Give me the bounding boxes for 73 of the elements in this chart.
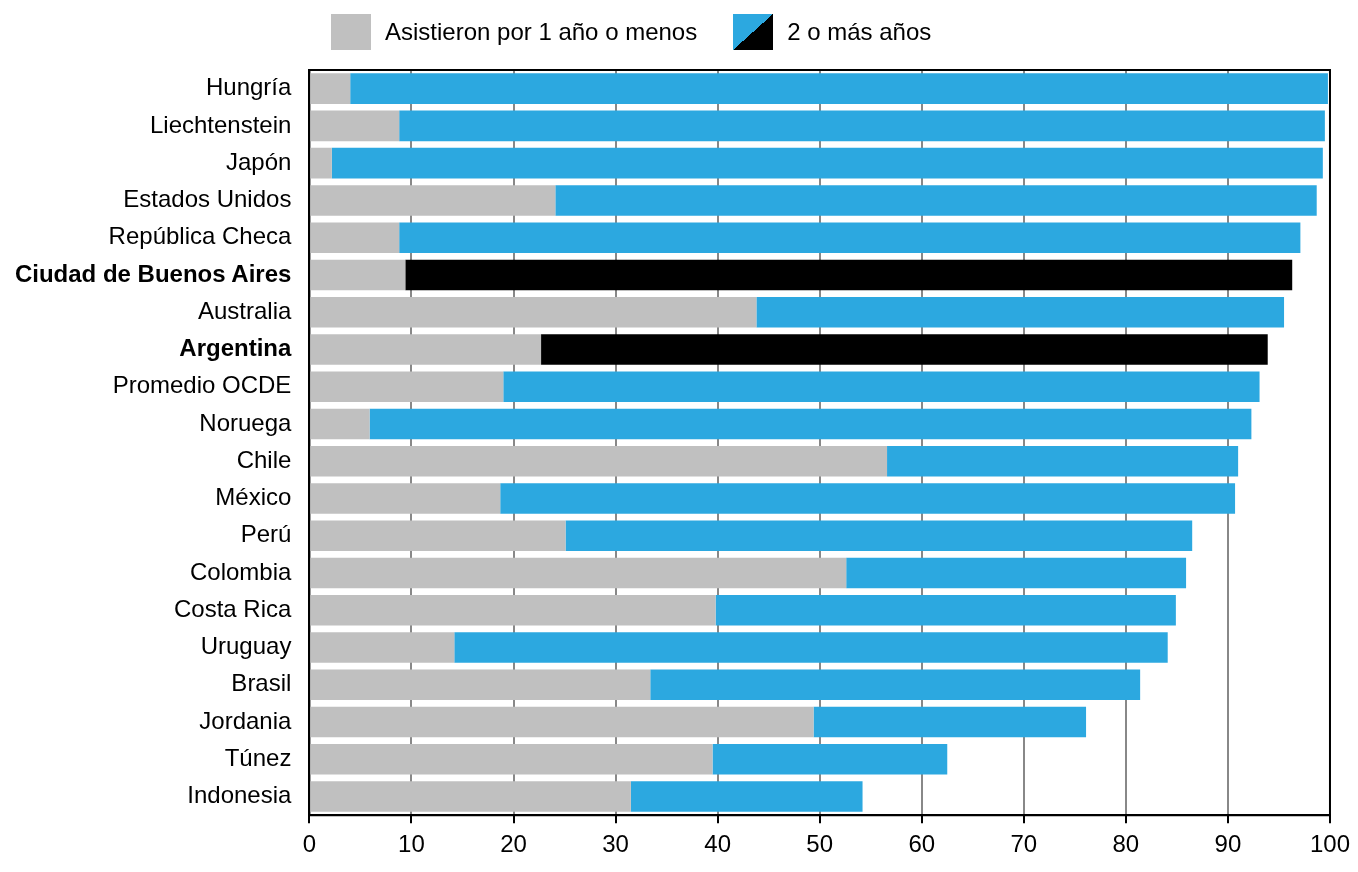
y-tick-label: Promedio OCDE	[112, 371, 292, 399]
legend-label: Asistieron por 1 año o menos	[385, 18, 698, 46]
legend-label: 2 o más años	[787, 18, 932, 46]
y-tick-label: Brasil	[231, 669, 292, 697]
bar	[541, 334, 1268, 365]
bar	[310, 259, 406, 291]
y-tick-label: Indonesia	[187, 781, 293, 809]
bar	[500, 483, 1236, 514]
bar	[712, 744, 948, 775]
x-tick-label: 10	[398, 830, 425, 858]
y-tick-label: Chile	[236, 445, 292, 473]
y-tick-label: Argentina	[179, 334, 293, 362]
bar	[310, 334, 542, 365]
y-tick-label: Hungría	[205, 73, 293, 101]
y-tick-label: México	[215, 483, 292, 511]
y-tick-label: Ciudad de Buenos Aires	[14, 259, 292, 287]
x-tick-label: 20	[500, 830, 527, 858]
x-tick-label: 70	[1010, 830, 1038, 858]
bar	[310, 632, 455, 663]
bar	[715, 594, 1176, 626]
x-tick-label: 40	[704, 830, 731, 858]
bar	[565, 520, 1193, 552]
y-tick-label: Jordania	[199, 706, 293, 734]
y-tick-label: Estados Unidos	[123, 185, 292, 213]
bar	[310, 594, 716, 626]
bar	[310, 185, 556, 216]
x-tick-label: 30	[602, 830, 629, 858]
x-tick-label: 60	[908, 830, 936, 858]
bar	[369, 408, 1252, 440]
x-tick-label: 50	[806, 830, 834, 858]
bar	[555, 185, 1317, 216]
y-tick-label: Noruega	[199, 408, 293, 436]
bar	[310, 296, 757, 328]
bar	[650, 669, 1141, 701]
y-tick-label: Japón	[225, 147, 292, 175]
bar	[310, 73, 351, 104]
bar	[405, 259, 1293, 291]
bar	[454, 632, 1168, 663]
bar	[310, 557, 847, 589]
bar	[887, 445, 1239, 477]
bar	[399, 222, 1301, 253]
x-tick-label: 90	[1214, 830, 1242, 858]
y-tick-label: Liechtenstein	[149, 110, 292, 138]
bar	[310, 706, 814, 738]
bar	[310, 147, 332, 179]
y-tick-label: Colombia	[189, 557, 293, 585]
bar	[756, 296, 1285, 328]
bar	[310, 744, 713, 775]
bar	[310, 371, 504, 402]
bar	[310, 408, 370, 440]
bar	[310, 445, 888, 477]
x-tick-label: 0	[302, 830, 317, 858]
bar	[310, 781, 631, 812]
bar	[310, 222, 400, 253]
bar	[350, 73, 1328, 104]
y-tick-label: República Checa	[108, 222, 293, 250]
bar	[310, 520, 566, 552]
x-tick-label: 80	[1112, 830, 1140, 858]
bar	[630, 781, 863, 812]
bar	[310, 110, 400, 142]
x-tick-label: 100	[1309, 830, 1350, 858]
bar	[310, 483, 501, 514]
bar	[846, 557, 1187, 589]
y-tick-label: Australia	[198, 296, 293, 324]
bar	[399, 110, 1325, 142]
bar	[813, 706, 1087, 738]
bar	[331, 147, 1323, 179]
bar	[310, 669, 651, 701]
y-tick-label: Uruguay	[200, 632, 292, 660]
y-tick-label: Perú	[240, 520, 292, 548]
y-tick-label: Costa Rica	[174, 594, 293, 622]
bar	[503, 371, 1260, 402]
y-tick-label: Túnez	[224, 743, 292, 771]
